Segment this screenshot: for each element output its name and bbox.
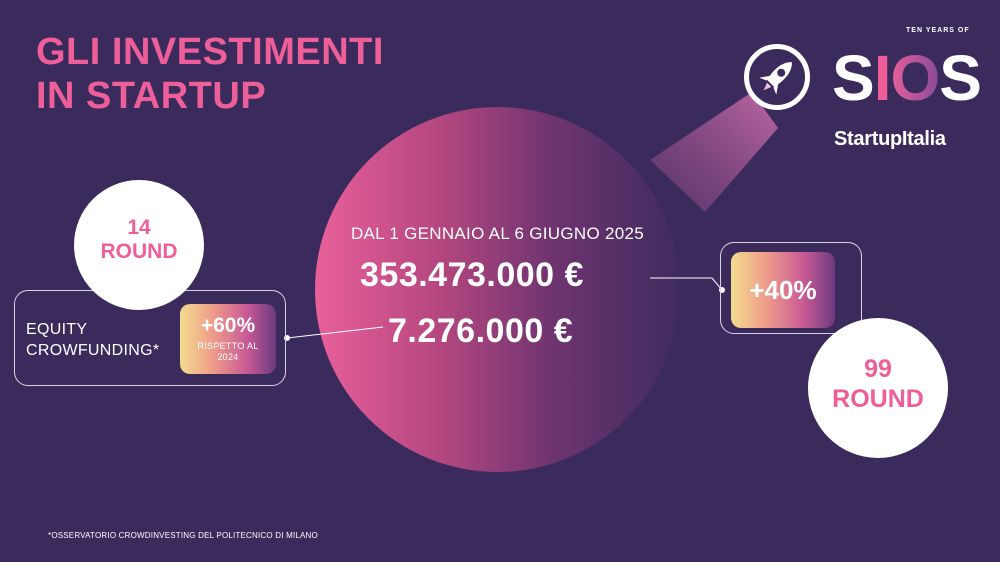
logo-pretitle: TEN YEARS OF [906,27,970,34]
equity-label-line-1: EQUITY [26,321,88,338]
footnote: *OSSERVATORIO CROWDINVESTING DEL POLITEC… [48,531,318,540]
period-label: DAL 1 GENNAIO AL 6 GIUGNO 2025 [350,224,645,243]
total-growth-panel [720,242,862,334]
logo-ring [744,44,810,110]
total-rounds-label: ROUND [832,385,924,413]
total-rounds-circle: 99 ROUND [808,318,948,458]
title-line-2: IN STARTUP [36,75,267,117]
equity-rounds-circle: 14 ROUND [74,180,204,310]
equity-label: EQUITY CROWFUNDING* [26,319,159,361]
equity-growth-badge: +60% RISPETTO AL 2024 [180,304,276,374]
total-rounds-number: 99 [864,355,892,383]
main-circle [315,107,680,472]
total-amount: 353.473.000 € [360,256,584,294]
logo-wordmark: SIOS [832,38,982,118]
logo-subtitle: StartupItalia [834,128,946,150]
equity-amount: 7.276.000 € [388,312,574,350]
rocket-icon [759,62,792,95]
equity-growth-value: +60% [200,314,256,337]
total-growth-badge: +40% [731,252,835,328]
title-line-1: GLI INVESTIMENTI [36,31,384,73]
equity-growth-note-1: RISPETTO AL [197,341,259,351]
equity-label-line-2: CROWFUNDING* [26,342,160,359]
logo-letter-o: O [890,42,940,114]
equity-growth-note-2: 2024 [217,352,239,362]
equity-rounds-number: 14 [127,216,151,239]
logo-letter-s2: S [939,42,982,114]
logo-letter-i: I [873,42,892,114]
page-title: GLI INVESTIMENTI IN STARTUP [36,30,384,118]
logo-letter-s1: S [832,42,875,114]
equity-rounds-label: ROUND [100,240,178,263]
